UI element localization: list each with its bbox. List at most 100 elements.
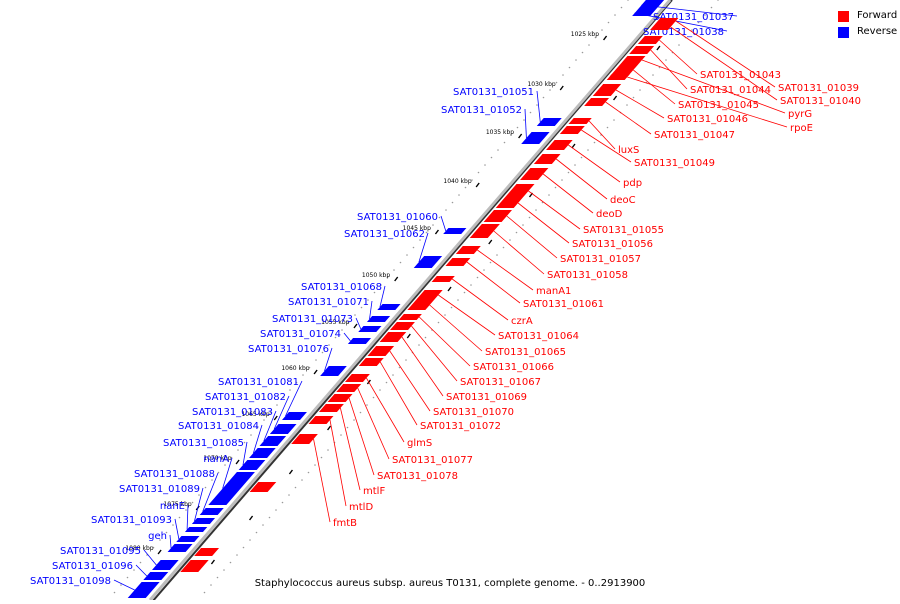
- reverse-gene-feature: [238, 460, 266, 470]
- guide-dot: [678, 44, 680, 46]
- guide-dot: [392, 374, 394, 376]
- forward-gene-feature: [308, 416, 334, 424]
- guide-dot: [419, 239, 421, 241]
- guide-dot: [463, 291, 466, 294]
- guide-dot: [126, 576, 129, 579]
- guide-dot: [340, 434, 342, 436]
- guide-dot: [165, 531, 168, 534]
- forward-gene-label-leader: [528, 190, 581, 230]
- forward-gene-label-leader: [615, 89, 665, 119]
- kbp-tick-label: 1065 kbp: [241, 411, 269, 418]
- forward-gene-label-leader: [366, 377, 405, 443]
- guide-dot: [529, 111, 532, 114]
- guide-dot: [346, 426, 349, 429]
- guide-dot: [691, 29, 693, 31]
- guide-dot: [211, 479, 213, 481]
- kbp-tick-label: 1030 kbp: [527, 81, 555, 88]
- forward-gene-feature: [620, 56, 646, 64]
- forward-gene-feature: [650, 24, 674, 30]
- kbp-tick-mark: [313, 369, 318, 375]
- reverse-gene-label-leader: [524, 108, 527, 139]
- kbp-tick-mark: [518, 133, 523, 139]
- reverse-gene-label: SAT0131_01096: [52, 561, 133, 572]
- guide-dot: [275, 509, 277, 511]
- reverse-gene-feature: [536, 118, 562, 126]
- forward-gene-feature: [533, 154, 561, 164]
- forward-tick-mark: [656, 45, 661, 51]
- reverse-gene-label: SAT0131_01095: [60, 546, 141, 557]
- forward-gene-feature: [431, 276, 455, 282]
- guide-dot: [243, 441, 246, 444]
- forward-gene-feature: [504, 184, 535, 198]
- guide-dot: [372, 396, 375, 399]
- guide-dot: [308, 366, 311, 369]
- forward-gene-label-leader: [493, 230, 545, 275]
- guide-dot: [555, 81, 558, 84]
- guide-dot: [476, 276, 479, 279]
- kbp-tick-label: 1055 kbp: [321, 319, 349, 326]
- reverse-gene-label-leader: [143, 549, 157, 566]
- forward-gene-label-leader: [633, 69, 676, 105]
- guide-dot: [210, 584, 212, 586]
- forward-gene-feature: [318, 404, 344, 412]
- guide-dot: [307, 471, 310, 474]
- guide-dot: [437, 321, 440, 324]
- reverse-gene-feature: [176, 536, 200, 542]
- forward-gene-label: czrA: [511, 316, 533, 327]
- forward-gene-label-leader: [627, 76, 788, 128]
- guide-dot: [484, 164, 486, 166]
- reverse-gene-feature: [366, 316, 391, 322]
- forward-gene-label-leader: [411, 325, 458, 382]
- forward-gene-label-leader: [581, 129, 632, 163]
- forward-tick-mark: [327, 425, 332, 431]
- kbp-tick-mark: [235, 459, 240, 465]
- reverse-gene-feature: [208, 472, 255, 505]
- guide-dot: [405, 359, 407, 361]
- reverse-gene-label-leader: [169, 534, 172, 549]
- guide-dot: [477, 171, 480, 174]
- reverse-gene-label: SAT0131_01098: [30, 576, 111, 587]
- guide-dot: [510, 134, 512, 136]
- guide-dot: [536, 104, 538, 106]
- guide-dot: [393, 269, 395, 271]
- reverse-gene-label: SAT0131_01062: [344, 229, 425, 240]
- guide-dot: [399, 261, 402, 264]
- forward-gene-feature: [194, 548, 220, 556]
- guide-dot: [249, 539, 251, 541]
- legend-reverse-label: Reverse: [857, 26, 898, 37]
- reverse-gene-label: SAT0131_01073: [272, 314, 353, 325]
- forward-gene-feature: [637, 36, 663, 44]
- kbp-tick-label: 1025 kbp: [571, 31, 599, 38]
- kbp-tick-label: 1060 kbp: [281, 365, 309, 372]
- backbone: [148, 0, 672, 601]
- guide-dot: [548, 194, 550, 196]
- forward-gene-label: pyrG: [788, 109, 812, 120]
- reverse-gene-label: SAT0131_01085: [163, 438, 244, 449]
- guide-dot: [607, 21, 610, 24]
- reverse-gene-feature: [249, 448, 276, 458]
- guide-dot: [139, 561, 142, 564]
- guide-dot: [490, 156, 493, 159]
- guide-dot: [198, 494, 200, 496]
- reverse-gene-label: SAT0131_01089: [119, 484, 200, 495]
- guide-dot: [444, 314, 446, 316]
- kbp-tick-mark: [394, 276, 399, 282]
- forward-gene-label: SAT0131_01067: [460, 377, 541, 388]
- guide-dot: [581, 51, 584, 54]
- guide-dot: [574, 164, 576, 166]
- guide-dot: [315, 359, 317, 361]
- reverse-gene-feature: [152, 560, 179, 570]
- forward-gene-label: deoC: [610, 195, 636, 206]
- forward-gene-feature: [483, 210, 512, 222]
- forward-gene-label-leader: [517, 202, 570, 244]
- reverse-gene-label-leader: [194, 487, 204, 522]
- forward-gene-label: deoD: [596, 209, 623, 220]
- legend-reverse: Reverse: [838, 24, 897, 40]
- caption: Staphylococcus aureus subsp. aureus T013…: [254, 578, 646, 589]
- reverse-gene-label-leader: [440, 215, 447, 232]
- forward-gene-label: SAT0131_01072: [420, 421, 501, 432]
- kbp-tick-mark: [353, 323, 358, 329]
- forward-gene-label-leader: [542, 173, 594, 214]
- kbp-tick-mark: [273, 415, 278, 421]
- forward-gene-feature: [455, 246, 481, 254]
